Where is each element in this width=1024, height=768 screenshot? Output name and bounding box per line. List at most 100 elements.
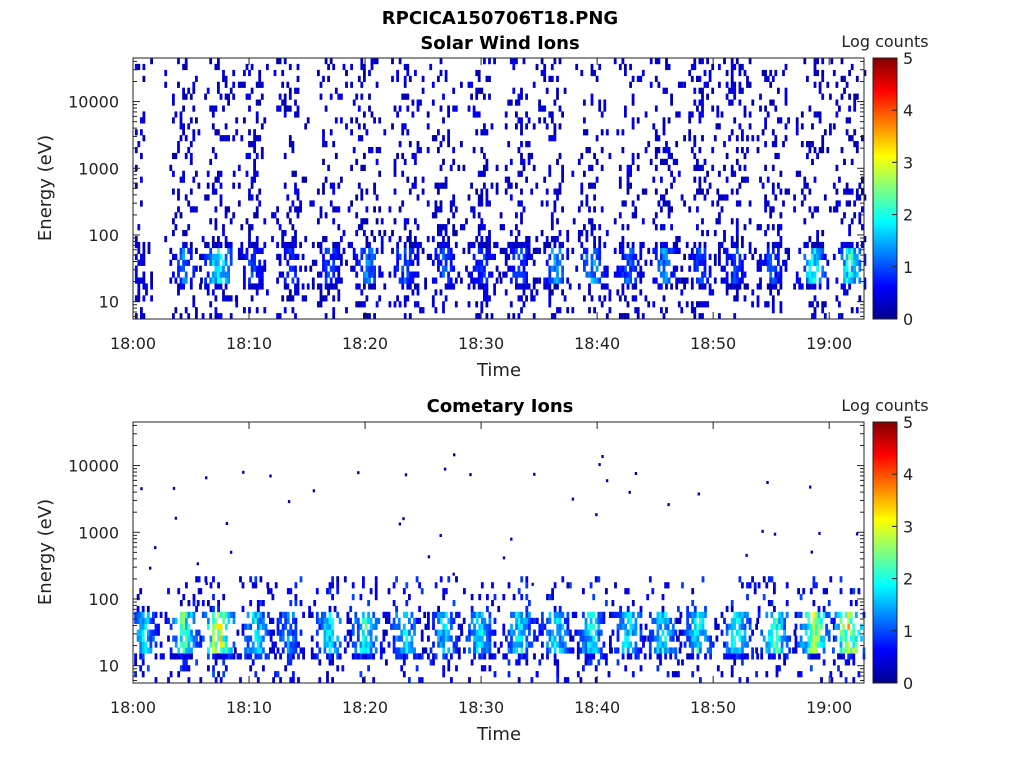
heatmap-cell (634, 265, 638, 272)
heatmap-cell (327, 63, 330, 71)
heatmap-cell (294, 313, 297, 320)
heatmap-cell (227, 617, 231, 624)
heatmap-cell (550, 212, 554, 219)
heatmap-cell (696, 158, 699, 165)
heatmap-cell (775, 617, 779, 624)
heatmap-cell (214, 647, 218, 654)
heatmap-cell (558, 605, 562, 613)
heatmap-cell (738, 635, 742, 642)
heatmap-cell (746, 617, 749, 624)
heatmap-cell (444, 224, 448, 231)
heatmap-cell (337, 265, 341, 272)
heatmap-cell (337, 182, 341, 189)
heatmap-cell (561, 647, 565, 654)
heatmap-cell (701, 218, 704, 225)
heatmap-cell (743, 283, 747, 290)
heatmap-cell (424, 623, 428, 630)
heatmap-cell (771, 307, 775, 314)
heatmap-cell (387, 641, 391, 648)
heatmap-cell (478, 629, 482, 636)
heatmap-cell (701, 629, 705, 636)
heatmap-cell (478, 611, 482, 618)
heatmap-cell (403, 224, 407, 231)
heatmap-cell (304, 236, 308, 243)
heatmap-cell (716, 105, 720, 112)
heatmap-cell (850, 63, 854, 71)
heatmap-cell (535, 671, 539, 678)
heatmap-cell (659, 659, 662, 666)
heatmap-cell (346, 611, 350, 618)
heatmap-cell (267, 653, 270, 660)
heatmap-cell (439, 206, 443, 213)
heatmap-cell (449, 265, 453, 272)
heatmap-cell (219, 93, 223, 100)
heatmap-cell (808, 206, 812, 213)
heatmap-cell (182, 265, 185, 272)
heatmap-cell (452, 572, 455, 576)
heatmap-cell (522, 277, 526, 284)
heatmap-cell (383, 230, 387, 237)
heatmap-cell (844, 677, 848, 684)
heatmap-cell (190, 647, 193, 654)
heatmap-cell (382, 647, 386, 654)
heatmap-cell (460, 277, 463, 284)
heatmap-cell (274, 671, 277, 678)
heatmap-cell (626, 170, 630, 177)
heatmap-cell (748, 617, 752, 624)
heatmap-cell (550, 135, 554, 142)
heatmap-cell (636, 152, 640, 160)
heatmap-cell (233, 647, 237, 654)
heatmap-cell (599, 611, 603, 618)
heatmap-cell (397, 635, 401, 642)
heatmap-cell (845, 277, 849, 284)
heatmap-cell (847, 611, 851, 618)
heatmap-cell (605, 230, 609, 237)
heatmap-cell (863, 69, 867, 77)
heatmap-cell (656, 653, 660, 660)
heatmap-cell (644, 295, 648, 302)
heatmap-cell (853, 212, 857, 219)
heatmap-cell (452, 158, 456, 165)
heatmap-cell (556, 75, 559, 82)
heatmap-cell (370, 147, 374, 154)
heatmap-cell (654, 647, 657, 654)
heatmap-cell (735, 653, 739, 660)
heatmap-cell (207, 665, 210, 672)
heatmap-cell (434, 206, 438, 213)
heatmap-cell (140, 152, 143, 160)
heatmap-cell (585, 247, 589, 254)
heatmap-cell (420, 635, 424, 642)
heatmap-cell (214, 623, 218, 630)
heatmap-cell (852, 647, 856, 654)
heatmap-cell (177, 671, 181, 678)
heatmap-cell (667, 247, 671, 254)
heatmap-cell (204, 283, 207, 290)
heatmap-cell (800, 123, 804, 130)
heatmap-cell (317, 283, 320, 290)
heatmap-cell (507, 241, 511, 249)
heatmap-cell (393, 265, 397, 272)
heatmap-cell (395, 647, 398, 654)
heatmap-cell (778, 617, 781, 624)
heatmap-cell (485, 283, 489, 290)
heatmap-cell (813, 206, 817, 213)
heatmap-cell (253, 253, 256, 260)
heatmap-cell (454, 301, 458, 308)
heatmap-cell (174, 635, 178, 642)
colorbar-label: Log counts (841, 32, 928, 51)
heatmap-cell (593, 152, 596, 160)
heatmap-cell (242, 470, 245, 474)
heatmap-cell (616, 635, 620, 642)
heatmap-cell (761, 69, 765, 77)
heatmap-cell (525, 259, 528, 266)
heatmap-cell (426, 200, 430, 207)
heatmap-cell (639, 241, 643, 249)
heatmap-cell (139, 588, 143, 595)
heatmap-cell (211, 241, 215, 249)
heatmap-cell (733, 259, 737, 266)
heatmap-cell (665, 87, 668, 94)
heatmap-cell (414, 301, 417, 308)
heatmap-cell (488, 641, 492, 648)
heatmap-cell (691, 671, 695, 678)
heatmap-cell (493, 241, 496, 249)
